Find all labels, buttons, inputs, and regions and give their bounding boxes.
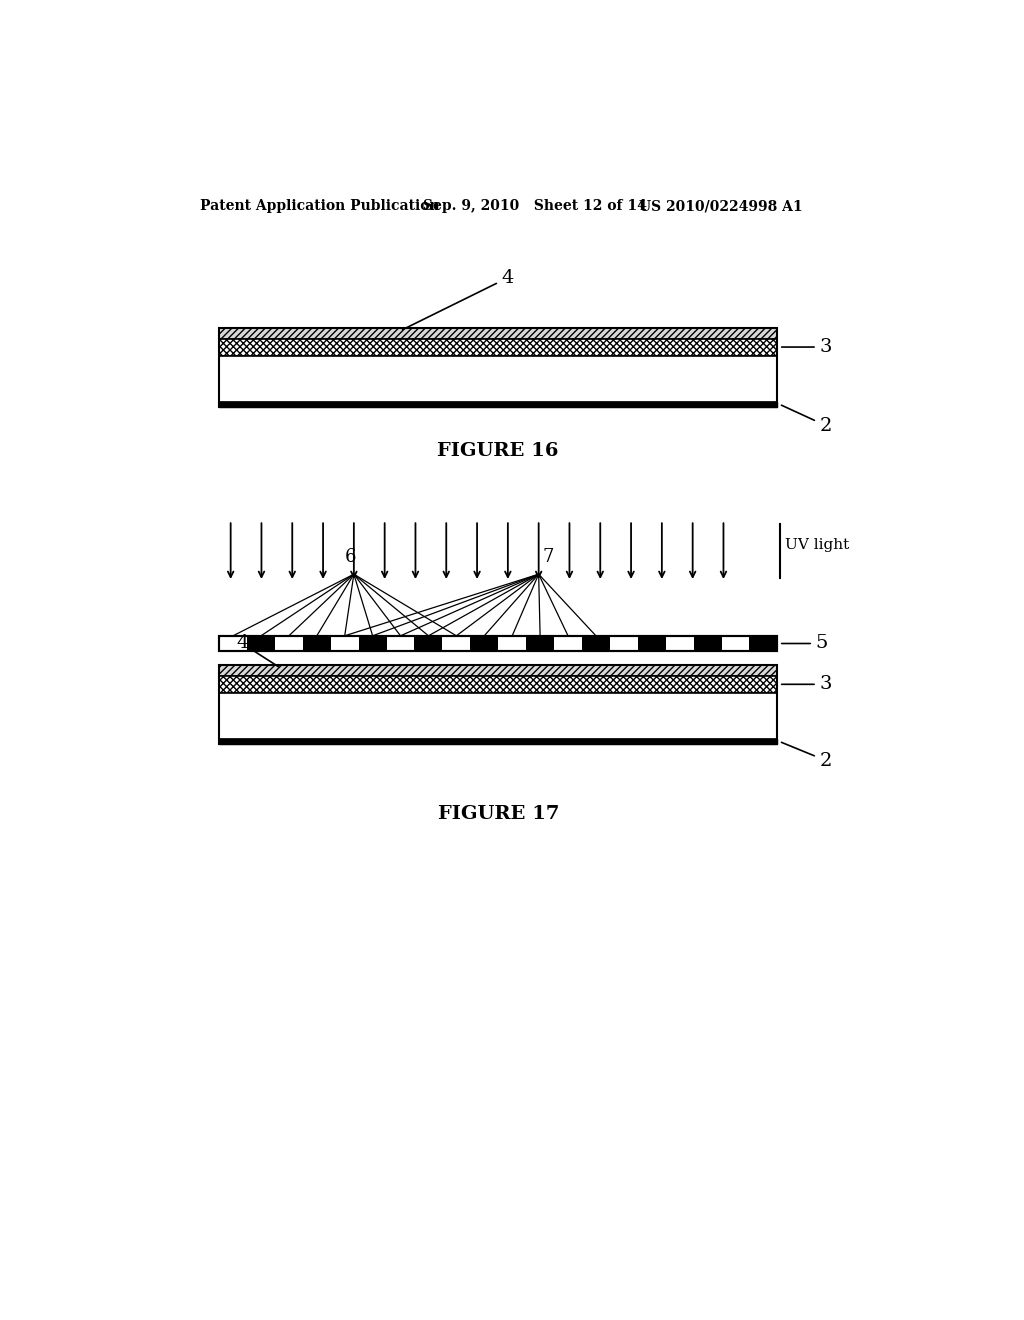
Text: Patent Application Publication: Patent Application Publication (200, 199, 439, 213)
Bar (219, 665, 777, 744)
Text: 6: 6 (344, 548, 355, 566)
Text: UV light: UV light (785, 539, 849, 552)
Text: 2: 2 (781, 742, 833, 770)
Bar (219, 401, 777, 407)
Bar (526, 636, 554, 651)
Bar (219, 327, 777, 339)
Bar (219, 355, 777, 401)
Text: 7: 7 (543, 548, 554, 566)
Bar (303, 636, 331, 651)
Bar (219, 665, 777, 676)
Bar (219, 693, 777, 739)
Bar (219, 676, 777, 693)
Bar (247, 636, 274, 651)
Text: 4: 4 (236, 635, 279, 667)
Text: FIGURE 16: FIGURE 16 (437, 442, 559, 459)
Bar (415, 636, 442, 651)
Text: Sep. 9, 2010   Sheet 12 of 14: Sep. 9, 2010 Sheet 12 of 14 (423, 199, 647, 213)
Text: FIGURE 17: FIGURE 17 (437, 805, 559, 822)
Bar (638, 636, 666, 651)
Bar (582, 636, 610, 651)
Bar (219, 327, 777, 407)
Text: 3: 3 (781, 676, 833, 693)
Bar (470, 636, 499, 651)
Text: US 2010/0224998 A1: US 2010/0224998 A1 (639, 199, 803, 213)
Text: 5: 5 (781, 635, 828, 652)
Bar (219, 739, 777, 744)
Text: 4: 4 (402, 269, 514, 330)
Bar (358, 636, 387, 651)
Bar (219, 636, 777, 651)
Text: 2: 2 (781, 405, 833, 434)
Bar (693, 636, 722, 651)
Text: 3: 3 (781, 338, 833, 356)
Bar (219, 339, 777, 355)
Bar (750, 636, 777, 651)
Bar (219, 636, 777, 651)
